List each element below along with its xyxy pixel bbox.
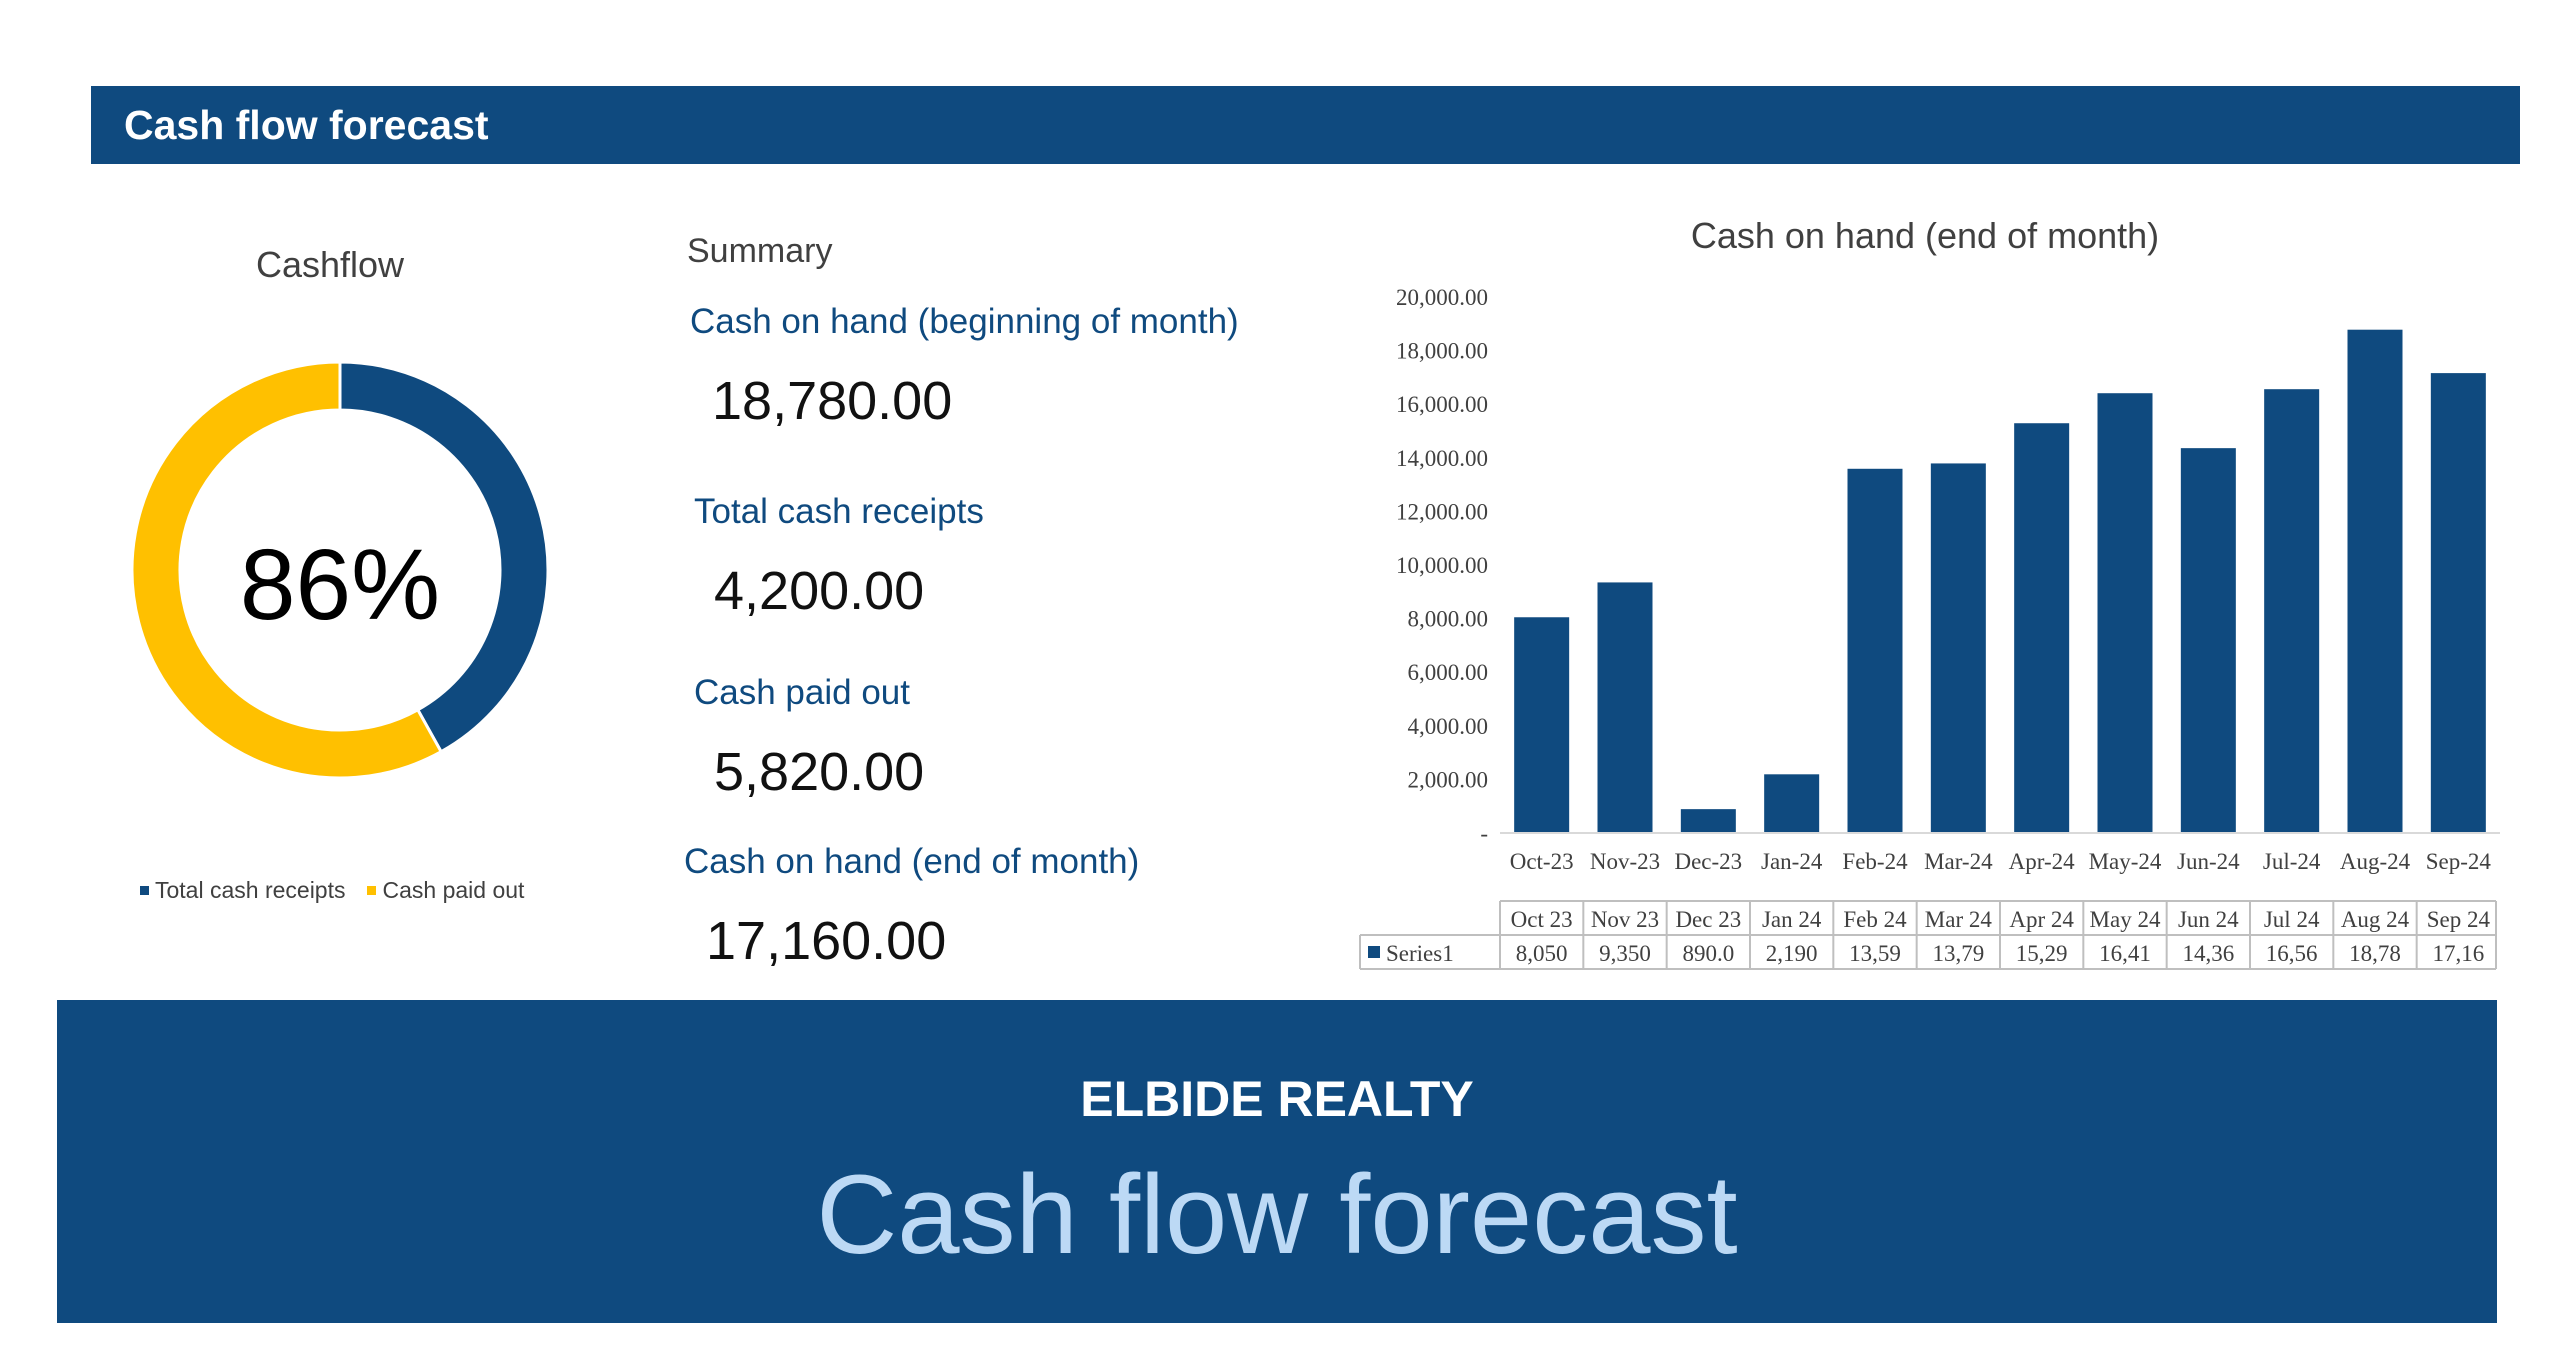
bar-chart: - 2,000.00 4,000.00 6,000.00 8,000.00 10,000.… — [1359, 285, 2500, 970]
y-tick-label: 2,000.00 — [1408, 767, 1489, 792]
table-value-cell: 14,36 — [2182, 941, 2234, 966]
bar — [1680, 809, 1736, 833]
table-header-cell: Oct 23 — [1511, 907, 1573, 932]
bar — [1764, 774, 1820, 833]
summary-value-paid-out: 5,820.00 — [714, 742, 925, 802]
summary-value-receipts: 4,200.00 — [714, 561, 925, 621]
x-tick-label: Apr-24 — [2009, 849, 2075, 874]
x-tick-label: May-24 — [2089, 849, 2162, 874]
donut-legend: Total cash receipts Cash paid out — [140, 877, 524, 904]
table-value-cell: 890.0 — [1682, 941, 1734, 966]
donut-chart — [130, 360, 550, 780]
bar-series — [1514, 329, 2486, 833]
table-value-cell: 16,56 — [2266, 941, 2318, 966]
table-header-cell: Sep 24 — [2427, 907, 2491, 932]
y-tick-label: 18,000.00 — [1396, 339, 1488, 364]
table-value-cell: 13,79 — [1932, 941, 1984, 966]
table-header-cell: Apr 24 — [2009, 907, 2074, 932]
y-tick-label: 16,000.00 — [1396, 392, 1488, 417]
y-tick-label: - — [1480, 821, 1488, 846]
chart-data-table: Series1 Oct 23 8,050 Nov 23 9,350 Dec 23 890.0… — [1359, 900, 2497, 970]
donut-slice-paid-out — [130, 360, 444, 780]
table-value-cell: 8,050 — [1516, 941, 1568, 966]
x-tick-label: Mar-24 — [1924, 849, 1993, 874]
y-tick-label: 14,000.00 — [1396, 446, 1488, 471]
x-tick-label: Feb-24 — [1842, 849, 1908, 874]
x-axis: Oct-23 Nov-23 Dec-23 Jan-24 Feb-24 Mar-24 Apr-… — [1510, 849, 2492, 874]
table-value-cell: 18,78 — [2349, 941, 2401, 966]
y-tick-label: 10,000.00 — [1396, 553, 1488, 578]
table-series-swatch — [1368, 946, 1380, 958]
table-header-cell: Dec 23 — [1675, 907, 1741, 932]
table-header-cell: Feb 24 — [1843, 907, 1907, 932]
table-series-name: Series1 — [1386, 941, 1454, 966]
table-header-cell: May 24 — [2090, 907, 2161, 932]
x-tick-label: Jun-24 — [2177, 849, 2240, 874]
bar — [2264, 389, 2320, 833]
y-tick-label: 4,000.00 — [1408, 714, 1489, 739]
table-header-cell: Jun 24 — [2178, 907, 2239, 932]
bar — [2347, 329, 2403, 833]
summary-title: Summary — [687, 232, 833, 270]
y-tick-label: 12,000.00 — [1396, 499, 1488, 524]
summary-label-ending: Cash on hand (end of month) — [684, 842, 1140, 881]
header-band — [91, 86, 2520, 164]
table-header-cell: Jan 24 — [1762, 907, 1822, 932]
bar — [1514, 617, 1570, 833]
bar — [2430, 373, 2486, 833]
company-name: ELBIDE REALTY — [1080, 1071, 1474, 1127]
table-header-cell: Jul 24 — [2264, 907, 2320, 932]
bar — [1597, 582, 1653, 833]
summary-value-beginning: 18,780.00 — [712, 371, 953, 431]
legend-label-paid-out: Cash paid out — [382, 877, 525, 903]
donut-slice-receipts — [338, 360, 550, 754]
x-tick-label: Oct-23 — [1510, 849, 1574, 874]
legend-item-receipts: Total cash receipts — [140, 877, 345, 904]
bar — [2014, 423, 2070, 833]
x-tick-label: Jan-24 — [1761, 849, 1823, 874]
x-tick-label: Aug-24 — [2340, 849, 2411, 874]
table-header-cell: Mar 24 — [1925, 907, 1993, 932]
y-tick-label: 6,000.00 — [1408, 660, 1489, 685]
bar — [2097, 393, 2153, 833]
y-axis: - 2,000.00 4,000.00 6,000.00 8,000.00 10,000.… — [1396, 285, 1488, 846]
x-tick-label: Nov-23 — [1590, 849, 1660, 874]
table-value-cell: 17,16 — [2432, 941, 2484, 966]
y-tick-label: 20,000.00 — [1396, 285, 1488, 310]
table-value-cell: 13,59 — [1849, 941, 1901, 966]
x-tick-label: Jul-24 — [2263, 849, 2321, 874]
table-header-cell: Nov 23 — [1591, 907, 1659, 932]
summary-value-ending: 17,160.00 — [706, 911, 947, 971]
x-tick-label: Dec-23 — [1674, 849, 1742, 874]
bar — [1930, 463, 1986, 833]
table-value-cell: 2,190 — [1766, 941, 1818, 966]
summary-label-receipts: Total cash receipts — [694, 492, 984, 531]
donut-center-percent: 86% — [239, 529, 441, 641]
bar — [1847, 468, 1903, 833]
legend-swatch-receipts — [140, 886, 149, 895]
x-tick-label: Sep-24 — [2426, 849, 2492, 874]
page-title: Cash flow forecast — [124, 102, 489, 148]
donut-chart-title: Cashflow — [255, 244, 405, 285]
summary-label-paid-out: Cash paid out — [694, 673, 910, 712]
table-value-cell: 15,29 — [2016, 941, 2068, 966]
table-value-cell: 9,350 — [1599, 941, 1651, 966]
legend-item-paid-out: Cash paid out — [367, 877, 524, 904]
footer-band — [57, 1000, 2497, 1323]
footer-title: Cash flow forecast — [816, 1152, 1738, 1277]
legend-swatch-paid-out — [367, 886, 377, 895]
table-header-cell: Aug 24 — [2341, 907, 2410, 932]
table-value-cell: 16,41 — [2099, 941, 2151, 966]
bar — [2180, 448, 2236, 833]
y-tick-label: 8,000.00 — [1408, 607, 1489, 632]
summary-label-beginning: Cash on hand (beginning of month) — [690, 302, 1239, 341]
legend-label-receipts: Total cash receipts — [155, 877, 346, 903]
bar-chart-title: Cash on hand (end of month) — [1690, 215, 2160, 256]
